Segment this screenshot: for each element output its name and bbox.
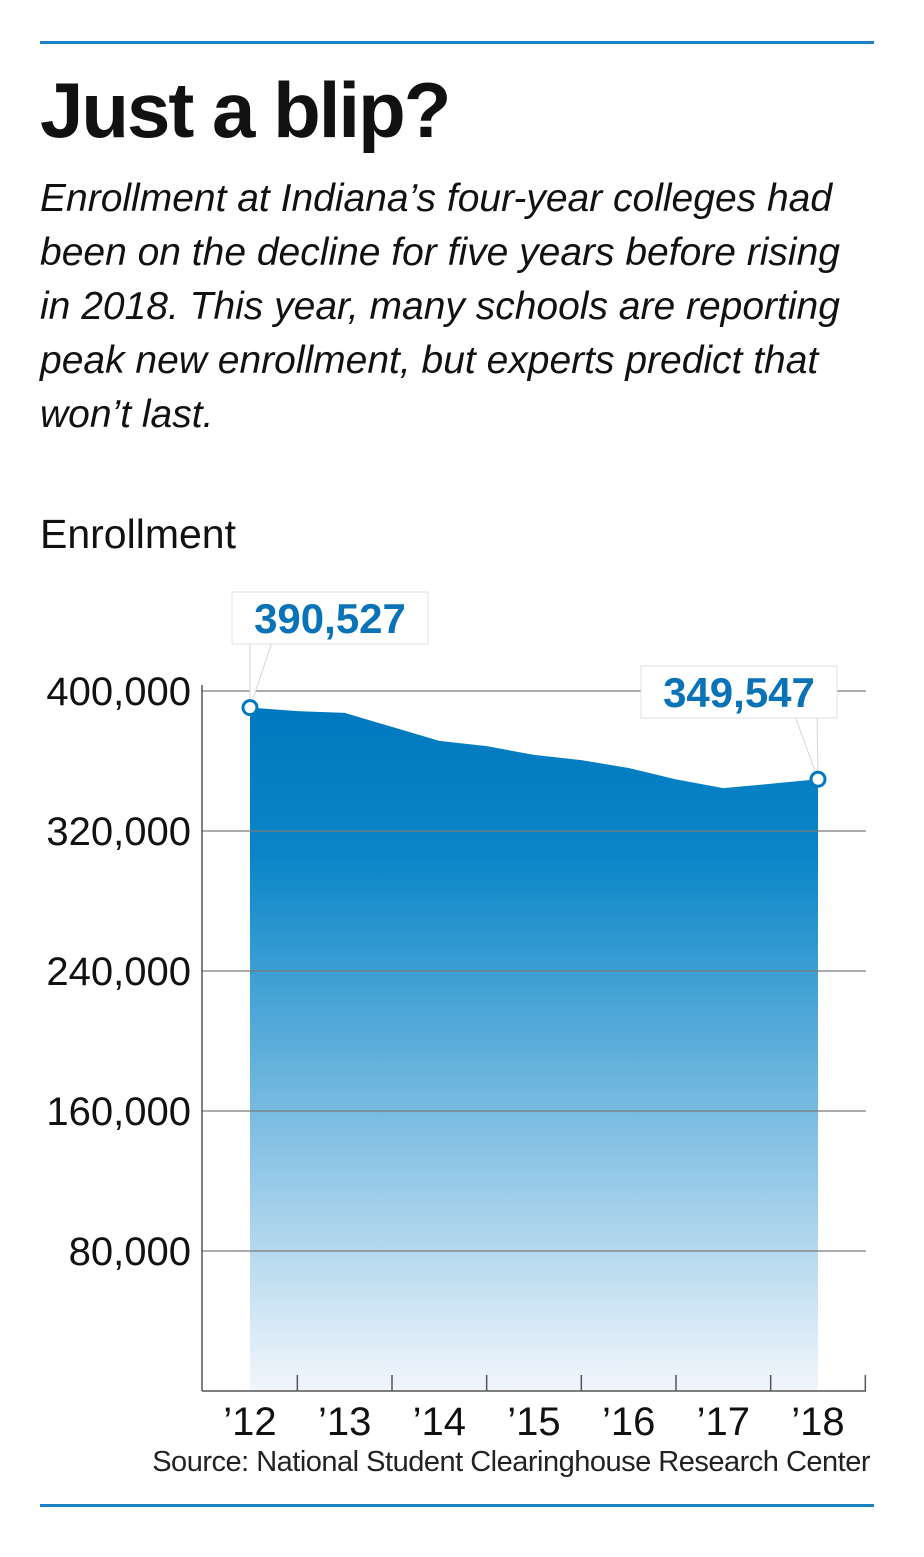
y-axis-label: Enrollment: [40, 511, 236, 557]
y-tick-label: 320,000: [46, 810, 191, 854]
y-tick-labels: 80,000 160,000 240,000 320,000 400,000: [46, 670, 191, 1274]
y-tick-label: 240,000: [46, 950, 191, 994]
top-rule: [40, 41, 874, 44]
callout-box: [231, 591, 429, 645]
y-tick-label: 80,000: [69, 1230, 191, 1274]
callout-pointer: [794, 715, 819, 780]
x-tick-label: ’15: [507, 1400, 560, 1440]
value-callout: 349,547: [640, 665, 838, 788]
axes: [201, 685, 867, 1392]
value-callout: 390,527: [231, 591, 429, 717]
chart-subtitle: Enrollment at Indiana’s four-year colleg…: [40, 177, 840, 436]
callout-pointer: [249, 641, 273, 708]
chart-title: Just a blip?: [40, 66, 451, 154]
data-point-marker: [809, 770, 827, 788]
x-tick-label: ’16: [602, 1400, 655, 1440]
value-label: 390,527: [254, 595, 406, 642]
bottom-rule: [40, 1504, 874, 1507]
callout-box: [640, 665, 838, 719]
x-tick-label: ’13: [318, 1400, 371, 1440]
x-tick-label: ’12: [223, 1400, 276, 1440]
annotations: 390,527 349,547: [231, 591, 838, 788]
x-tick-label: ’18: [791, 1400, 844, 1440]
data-point-marker: [241, 699, 259, 717]
gridlines: [202, 690, 866, 1252]
value-label: 349,547: [663, 669, 815, 716]
x-tick-label: ’14: [413, 1400, 466, 1440]
area-layer: [250, 707, 818, 1391]
source-note: Source: National Student Clearinghouse R…: [152, 1446, 870, 1478]
enrollment-area: [250, 707, 818, 1391]
y-tick-label: 400,000: [46, 670, 191, 714]
y-tick-label: 160,000: [46, 1090, 191, 1134]
x-tick-labels: ’12 ’13 ’14 ’15 ’16 ’17 ’18: [223, 1400, 844, 1440]
x-tick-label: ’17: [697, 1400, 750, 1440]
